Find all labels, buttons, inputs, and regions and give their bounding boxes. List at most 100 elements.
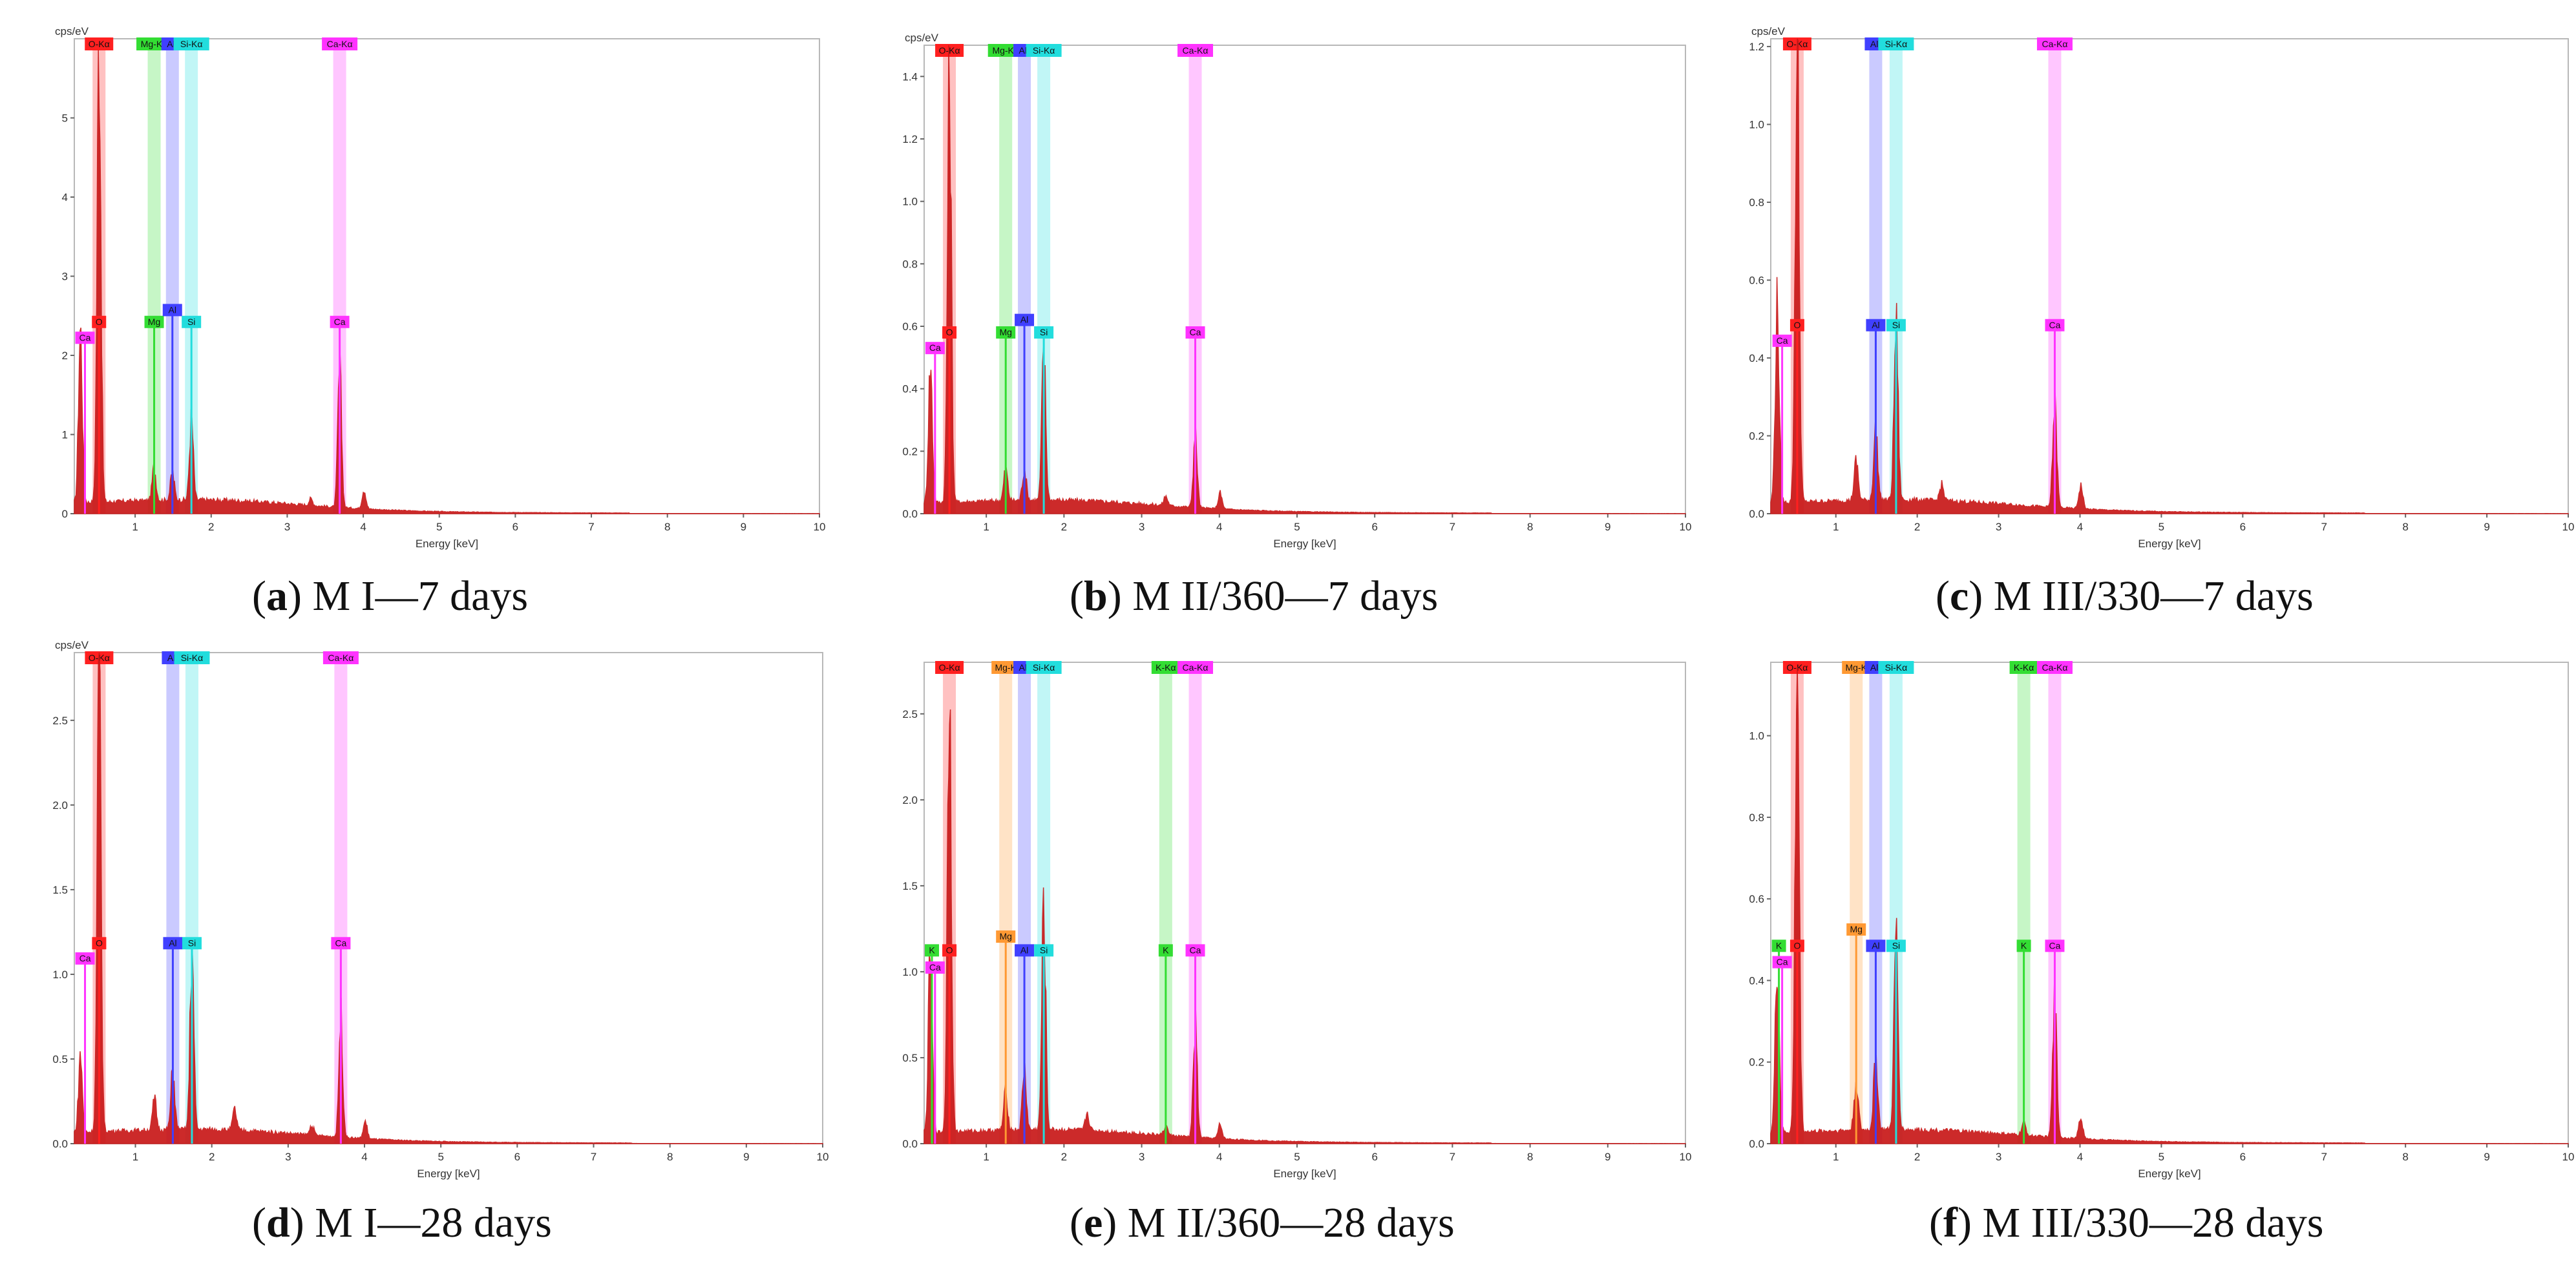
x-tick-label: 4	[1216, 1151, 1222, 1163]
x-tick-label: 4	[360, 521, 366, 533]
element-band	[185, 658, 198, 1144]
x-axis-label: Energy [keV]	[1273, 538, 1336, 550]
x-tick-label: 9	[741, 521, 746, 533]
x-tick-label: 10	[817, 1151, 829, 1163]
x-tick-label: 6	[2240, 521, 2246, 533]
y-tick-label: 1.0	[52, 969, 68, 981]
x-axis-label: Energy [keV]	[1273, 1168, 1336, 1180]
marker-label: Ca	[929, 962, 941, 972]
band-label: Ca-Kα	[1183, 45, 1209, 56]
spectrum-series	[924, 45, 1686, 514]
band-label: Si-Kα	[1885, 39, 1908, 49]
marker-label-box	[1772, 334, 1792, 347]
marker-label-box	[92, 937, 107, 950]
x-tick-label: 3	[1996, 521, 2001, 533]
y-tick-label: 1.0	[1749, 730, 1764, 742]
spectrum-series	[74, 652, 823, 1144]
x-tick-label: 3	[1139, 1151, 1145, 1163]
panel-a-caption: (a) M I—7 days	[252, 572, 529, 620]
x-tick-label: 10	[2562, 521, 2575, 533]
y-tick-label: 0.2	[902, 445, 918, 457]
band-label-box	[1151, 661, 1180, 674]
element-band	[2048, 667, 2062, 1144]
x-tick-label: 3	[1139, 521, 1145, 533]
x-tick-label: 7	[2321, 1151, 2327, 1163]
band-label-box	[1878, 661, 1914, 674]
y-tick-label: 0.2	[1749, 1056, 1764, 1069]
band-label-box	[85, 37, 114, 50]
plot-frame	[924, 45, 1686, 514]
marker-label-box	[1789, 939, 1804, 952]
element-band	[1159, 667, 1172, 1144]
x-tick-label: 2	[1914, 521, 1920, 533]
band-label: O-Kα	[939, 45, 960, 56]
marker-label-box	[182, 315, 202, 328]
x-axis-label: Energy [keV]	[2138, 1168, 2201, 1180]
band-label-box	[1026, 661, 1062, 674]
y-tick-label: 0.4	[902, 383, 918, 395]
x-tick-label: 1	[1833, 521, 1839, 533]
marker-label: O	[96, 938, 103, 948]
x-tick-label: 1	[132, 1151, 138, 1163]
marker-label: Ca	[334, 317, 346, 327]
x-axis-label: Energy [keV]	[417, 1168, 480, 1180]
marker-label: K	[2021, 940, 2027, 950]
x-tick-label: 9	[1605, 1151, 1610, 1163]
y-tick-label: 0.0	[1749, 1138, 1764, 1150]
marker-label-box	[75, 952, 95, 965]
x-tick-label: 10	[1680, 1151, 1692, 1163]
marker-label: Al	[1872, 320, 1879, 330]
band-label-box	[1842, 661, 1871, 674]
band-label-box	[2036, 661, 2073, 674]
marker-label-box	[1034, 944, 1054, 957]
band-label-box	[173, 37, 209, 50]
y-tick-label: 0.0	[902, 508, 918, 520]
y-tick-label: 1.0	[902, 966, 918, 978]
x-axis-label: Energy [keV]	[416, 538, 478, 550]
x-tick-label: 8	[664, 521, 670, 533]
marker-label-box	[330, 315, 350, 328]
x-tick-label: 3	[1996, 1151, 2001, 1163]
band-label-box	[174, 651, 210, 664]
panel-d-caption: (d) M I—28 days	[252, 1199, 552, 1246]
x-tick-label: 7	[1450, 1151, 1455, 1163]
band-label: O-Kα	[939, 662, 960, 673]
y-axis-label: cps/eV	[55, 639, 89, 651]
band-label-box	[2009, 661, 2038, 674]
marker-label: Ca	[2049, 940, 2061, 950]
y-tick-label: 1.0	[902, 196, 918, 208]
x-tick-label: 5	[1294, 1151, 1300, 1163]
band-label: Ca-Kα	[2042, 662, 2067, 673]
y-tick-label: 0.6	[1749, 275, 1764, 287]
y-tick-label: 0.8	[1749, 196, 1764, 209]
y-axis-label: cps/eV	[55, 25, 89, 37]
x-tick-label: 8	[2402, 1151, 2408, 1163]
band-label: Ca-Kα	[328, 653, 354, 663]
marker-label: Al	[1020, 315, 1028, 325]
x-tick-label: 6	[2240, 1151, 2246, 1163]
marker-label-box	[942, 944, 957, 957]
panel-d-plot: 0.0 0.5 1.0 1.5 2.0 2.5 1 2 3 4 5 6 7 8 9 10 cps/eV Energ…	[52, 639, 829, 1180]
x-tick-label: 7	[591, 1151, 596, 1163]
x-tick-label: 5	[438, 1151, 443, 1163]
y-tick-label: 3	[62, 271, 68, 283]
y-tick-label: 1.5	[902, 880, 918, 892]
x-tick-label: 4	[2077, 1151, 2083, 1163]
y-tick-label: 4	[62, 191, 68, 204]
element-band	[999, 667, 1013, 1144]
plot-frame	[74, 38, 820, 514]
y-tick-label: 1.0	[1749, 119, 1764, 131]
panel-e-caption: (e) M II/360—28 days	[1070, 1199, 1455, 1246]
element-band	[147, 44, 161, 514]
y-tick-label: 1.5	[52, 884, 68, 896]
band-label: Si-Kα	[180, 39, 203, 49]
panel-f-plot: 0.0 0.2 0.4 0.6 0.8 1.0 1 2 3 4 5 6 7 8 9 10 Energy [keV…	[1749, 661, 2574, 1180]
band-label-box	[991, 661, 1020, 674]
band-label: K-Kα	[1156, 662, 1176, 673]
x-tick-label: 6	[512, 521, 518, 533]
marker-label-box	[1772, 956, 1792, 969]
marker-label: Ca	[79, 332, 91, 342]
element-band	[1018, 50, 1031, 514]
marker-label: Si	[1040, 327, 1048, 337]
x-tick-label: 8	[1527, 521, 1533, 533]
